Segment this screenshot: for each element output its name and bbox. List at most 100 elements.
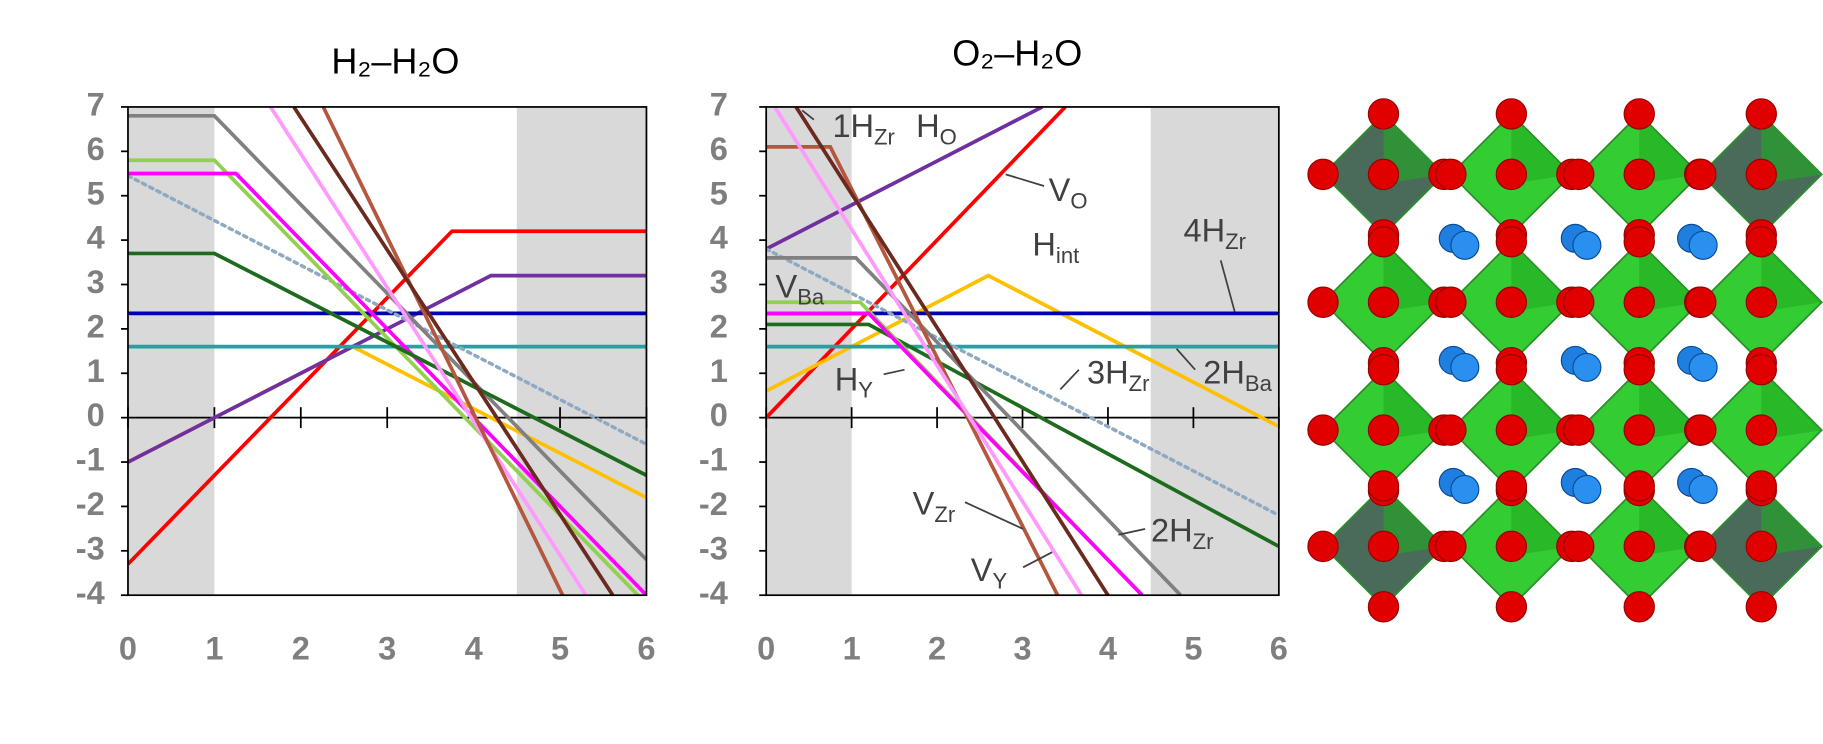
annotation-sub: Y	[993, 568, 1008, 593]
annotation-sub: O	[1070, 188, 1087, 213]
oxygen-atom	[1368, 159, 1398, 189]
y-tick-label: 5	[87, 175, 105, 211]
y-tick-label: -2	[76, 486, 105, 522]
x-tick-label: 2	[292, 631, 310, 667]
leader-line	[1006, 174, 1044, 186]
chart-title: H₂–H₂O	[331, 40, 459, 81]
y-tick-label: 2	[710, 308, 728, 344]
oxygen-atom	[1686, 287, 1716, 317]
annotation-text: 3H	[1087, 354, 1129, 390]
y-tick-label: 4	[87, 220, 105, 256]
oxygen-atom	[1368, 471, 1398, 501]
oxygen-atom	[1436, 159, 1466, 189]
annotation-text: 4H	[1184, 212, 1226, 248]
chart-title: O₂–H₂O	[952, 32, 1082, 73]
x-tick-label: 6	[1270, 631, 1288, 667]
y-tick-label: -3	[699, 530, 728, 566]
cation-atom	[1689, 475, 1717, 503]
annotation: 3HZr	[1087, 354, 1149, 396]
y-tick-label: 0	[87, 397, 105, 433]
annotation: 1HZr	[832, 107, 894, 149]
annotation: VO	[1049, 171, 1088, 213]
oxygen-atom	[1496, 355, 1526, 385]
oxygen-atom	[1368, 531, 1398, 561]
oxygen-atom	[1746, 159, 1776, 189]
annotation-text: 2H	[1203, 354, 1245, 390]
x-tick-label: 0	[119, 631, 137, 667]
oxygen-atom	[1564, 159, 1594, 189]
y-tick-label: 6	[710, 131, 728, 167]
oxygen-atom	[1436, 415, 1466, 445]
oxygen-atom	[1624, 227, 1654, 257]
x-tick-label: 6	[637, 631, 655, 667]
cation-atom	[1573, 475, 1601, 503]
annotation-text: V	[1049, 171, 1071, 207]
x-tick-label: 2	[928, 631, 946, 667]
annotation-text: V	[775, 268, 797, 304]
oxygen-atom	[1368, 99, 1398, 129]
oxygen-atom	[1624, 99, 1654, 129]
y-tick-label: -1	[699, 442, 728, 478]
oxygen-atom	[1624, 355, 1654, 385]
cation-atom	[1573, 353, 1601, 381]
oxygen-atom	[1564, 287, 1594, 317]
y-tick-label: 3	[710, 264, 728, 300]
x-tick-label: 1	[843, 631, 861, 667]
x-tick-label: 4	[1099, 631, 1117, 667]
annotation-sub: Zr	[1225, 229, 1246, 254]
leader-line	[884, 370, 905, 375]
oxygen-atom	[1308, 159, 1338, 189]
cation-atom	[1451, 475, 1479, 503]
cation-atom	[1451, 231, 1479, 259]
annotation-text: H	[1032, 226, 1056, 262]
annotation: HO	[916, 107, 957, 149]
cation-atom	[1689, 231, 1717, 259]
oxygen-atom	[1686, 531, 1716, 561]
oxygen-atom	[1746, 531, 1776, 561]
oxygen-atom	[1686, 415, 1716, 445]
oxygen-atom	[1746, 415, 1776, 445]
y-tick-label: 2	[87, 308, 105, 344]
x-tick-label: 1	[205, 631, 223, 667]
annotation: VZr	[913, 485, 956, 527]
annotation-sub: Zr	[1193, 529, 1214, 554]
oxygen-atom	[1436, 287, 1466, 317]
y-tick-label: 4	[710, 220, 728, 256]
oxygen-atom	[1746, 355, 1776, 385]
x-tick-label: 5	[1184, 631, 1202, 667]
oxygen-atom	[1436, 531, 1466, 561]
annotation-text: H	[835, 361, 859, 397]
oxygen-atom	[1564, 415, 1594, 445]
annotation: VY	[971, 552, 1008, 594]
x-tick-label: 3	[1013, 631, 1031, 667]
y-tick-label: 5	[710, 175, 728, 211]
annotation: HY	[835, 361, 874, 403]
annotation-sub: Zr	[874, 124, 895, 149]
annotation-sub: Y	[858, 378, 873, 403]
oxygen-atom	[1746, 287, 1776, 317]
y-tick-label: 1	[710, 353, 728, 389]
oxygen-atom	[1496, 471, 1526, 501]
oxygen-atom	[1624, 287, 1654, 317]
oxygen-atom	[1496, 227, 1526, 257]
y-tick-label: -2	[699, 486, 728, 522]
oxygen-atom	[1496, 159, 1526, 189]
y-tick-label: -1	[76, 442, 105, 478]
oxygen-atom	[1496, 531, 1526, 561]
leader-line	[1060, 370, 1079, 390]
leader-line	[1118, 529, 1145, 535]
annotation-sub: Ba	[797, 285, 825, 310]
y-tick-label: 6	[87, 131, 105, 167]
cation-atom	[1573, 231, 1601, 259]
oxygen-atom	[1746, 99, 1776, 129]
oxygen-atom	[1496, 415, 1526, 445]
annotation-sub: Zr	[1129, 371, 1150, 396]
oxygen-atom	[1686, 159, 1716, 189]
y-tick-label: 3	[87, 264, 105, 300]
crystal-structure	[1308, 99, 1822, 622]
annotation-text: V	[913, 485, 935, 521]
oxygen-atom	[1496, 99, 1526, 129]
annotation-sub: int	[1056, 243, 1079, 268]
oxygen-atom	[1564, 531, 1594, 561]
